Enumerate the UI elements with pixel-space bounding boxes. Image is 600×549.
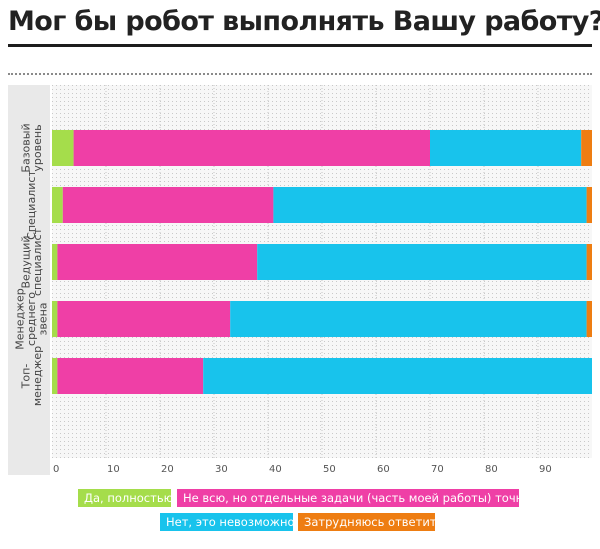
dotted-divider bbox=[8, 73, 592, 75]
x-tick-label: 50 bbox=[323, 464, 336, 475]
category-label-line: среднего bbox=[25, 292, 38, 346]
bar-segment bbox=[203, 358, 592, 394]
legend-item: Нет, это невозможно bbox=[160, 513, 295, 531]
stacked-bar-chart: БазовыйуровеньСпециалистВедущийспециалис… bbox=[8, 85, 592, 475]
category-label-line: специалист bbox=[31, 227, 44, 296]
bar-segment bbox=[257, 244, 587, 280]
x-tick-label: 80 bbox=[485, 464, 498, 475]
bar-segment bbox=[586, 244, 592, 280]
bar-segment bbox=[57, 244, 258, 280]
bar-segment bbox=[586, 301, 592, 337]
bar-segment bbox=[586, 187, 592, 223]
bar-segment bbox=[230, 301, 587, 337]
x-axis-ticks: 0 10 20 30 40 50 60 70 80 90 bbox=[53, 464, 552, 475]
x-tick-label: 10 bbox=[107, 464, 120, 475]
label-panel bbox=[8, 85, 50, 475]
bar-segment bbox=[57, 301, 231, 337]
x-tick-label: 60 bbox=[377, 464, 390, 475]
bar-segment bbox=[57, 358, 204, 394]
chart-title: Мог бы робот выполнять Вашу работу? bbox=[8, 6, 600, 37]
x-tick-label: 40 bbox=[269, 464, 282, 475]
bar-segment bbox=[52, 130, 74, 166]
bar-segment bbox=[52, 244, 58, 280]
bar-segment bbox=[52, 358, 58, 394]
title-underline bbox=[8, 44, 592, 47]
category-label: Базовыйуровень bbox=[19, 123, 44, 172]
bar-segment bbox=[52, 187, 63, 223]
bars bbox=[52, 130, 592, 394]
legend-item: Да, полностью bbox=[78, 489, 173, 507]
bar-segment bbox=[52, 301, 58, 337]
category-labels: БазовыйуровеньСпециалистВедущийспециалис… bbox=[14, 123, 50, 406]
bar-segment bbox=[581, 130, 592, 166]
x-tick-label: 70 bbox=[431, 464, 444, 475]
bar-segment bbox=[73, 130, 430, 166]
x-tick-label: 20 bbox=[161, 464, 174, 475]
category-label-line: Базовый bbox=[19, 123, 32, 172]
category-label-line: уровень bbox=[31, 124, 44, 171]
category-label: Ведущийспециалист bbox=[19, 227, 44, 296]
category-label-line: Специалист bbox=[25, 170, 38, 240]
bar-segment bbox=[273, 187, 587, 223]
x-tick-label: 90 bbox=[539, 464, 552, 475]
category-label: Менеджерсреднегозвена bbox=[14, 288, 50, 350]
category-label-line: Топ- bbox=[19, 364, 32, 390]
category-label-line: менеджер bbox=[31, 346, 44, 406]
bar-segment bbox=[62, 187, 274, 223]
category-label: Топ-менеджер bbox=[19, 346, 44, 406]
x-tick-label: 0 bbox=[53, 464, 59, 475]
category-label-line: Менеджер bbox=[14, 288, 27, 350]
category-label-line: Ведущий bbox=[19, 235, 32, 288]
x-tick-label: 30 bbox=[215, 464, 228, 475]
bar-segment bbox=[430, 130, 582, 166]
legend-item: Не всю, но отдельные задачи (часть моей … bbox=[177, 489, 530, 507]
category-label-line: звена bbox=[37, 302, 50, 335]
legend-item: Затрудняюсь ответить bbox=[298, 513, 443, 531]
category-label: Специалист bbox=[25, 170, 38, 240]
